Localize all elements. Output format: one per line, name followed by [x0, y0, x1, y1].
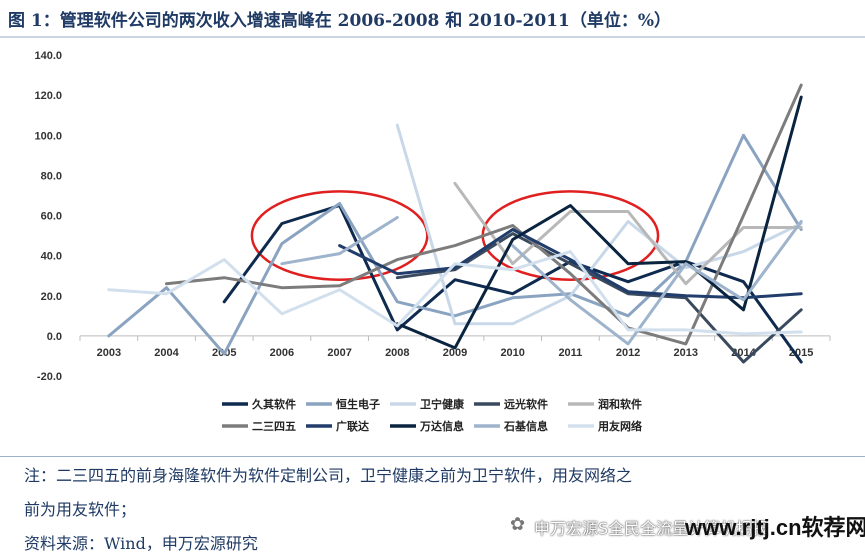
x-tick-label: 2003 [97, 347, 121, 359]
x-tick-label: 2008 [385, 347, 409, 359]
series-line [395, 123, 803, 326]
highlight-ellipse [250, 190, 429, 281]
x-tick-label: 2006 [270, 347, 294, 359]
x-tick-label: 2007 [327, 347, 351, 359]
chart-series [107, 83, 803, 364]
y-tick-label: 120.0 [34, 90, 62, 102]
legend-label: 用友网络 [598, 419, 642, 433]
legend-label: 恒生电子 [336, 397, 380, 411]
series-line [107, 250, 803, 336]
note-line-2: 前为用友软件； [24, 500, 137, 519]
line-chart: -20.0 0.0 20.0 40.0 60.0 80.0 100.0 120.0 140.0 2… [34, 50, 831, 433]
legend-label: 广联达 [336, 419, 369, 433]
legend-label: 卫宁健康 [420, 397, 465, 411]
y-tick-label: 20.0 [41, 291, 62, 303]
x-tick-label: 2010 [500, 347, 524, 359]
legend-label: 万达信息 [419, 419, 464, 433]
note-line-1: 注：二三四五的前身海隆软件为软件定制公司，卫宁健康之前为卫宁软件，用友网络之 [24, 466, 633, 485]
legend-label: 远光软件 [504, 397, 548, 411]
series-line [453, 181, 803, 286]
x-tick-label: 2004 [154, 347, 179, 359]
x-tick-label: 2009 [443, 347, 467, 359]
source-note: 资料来源：Wind，申万宏源研究 [24, 534, 258, 553]
legend-label: 二三四五 [252, 420, 296, 433]
figure-title: 图 1：管理软件公司的两次收入增速高峰在 2006-2008 和 2010-20… [8, 11, 672, 31]
y-tick-label: 100.0 [34, 130, 62, 142]
series-line [165, 83, 803, 346]
x-tick-label: 2013 [674, 347, 698, 359]
legend-label: 久其软件 [252, 397, 296, 411]
y-tick-label: 80.0 [41, 170, 62, 182]
y-tick-label: 40.0 [41, 251, 62, 263]
y-tick-label: -20.0 [37, 371, 62, 383]
series-line [395, 95, 803, 350]
legend-label: 润和软件 [598, 397, 642, 411]
series-line [280, 216, 803, 346]
title-bar: 图 1：管理软件公司的两次收入增速高峰在 2006-2008 和 2010-20… [0, 0, 865, 38]
series-line [222, 204, 803, 364]
divider [0, 456, 865, 457]
watermark-account: 申万宏源S全民全流量计算机拐报 [534, 519, 769, 538]
x-tick-label: 2011 [558, 347, 582, 359]
wechat-icon: ✿ [510, 514, 526, 535]
watermark-site: www.rjtj.cn软荐网 [685, 515, 865, 540]
y-tick-label: 140.0 [34, 50, 62, 62]
y-tick-label: 0.0 [47, 331, 62, 343]
watermark: ✿ 申万宏源S全民全流量计算机拐报 www.rjtj.cn软荐网 [510, 508, 865, 542]
y-tick-label: 60.0 [41, 211, 62, 223]
chart-axes: -20.0 0.0 20.0 40.0 60.0 80.0 100.0 120.0 140.0 2… [34, 50, 831, 383]
series-line [338, 228, 803, 300]
x-tick-label: 2012 [616, 347, 640, 359]
legend-label: 石基信息 [503, 419, 548, 433]
